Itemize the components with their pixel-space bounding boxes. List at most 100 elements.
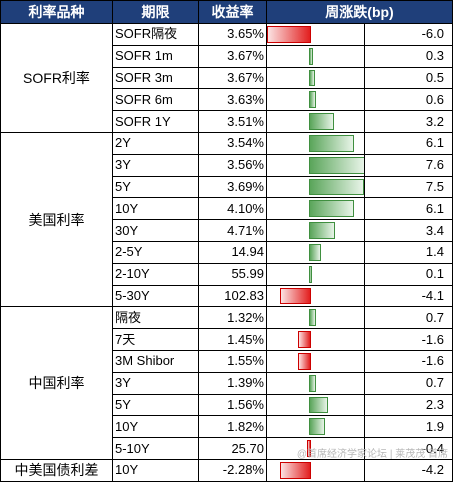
change-value-cell: 0.1 [365,263,453,285]
change-value-cell: 2.3 [365,394,453,416]
change-bar [309,397,327,414]
change-bar [309,113,334,130]
term-cell: SOFR 6m [113,89,199,111]
term-cell: 5-30Y [113,285,199,307]
change-value-cell: 0.3 [365,45,453,67]
group-label: 中国利率 [1,307,113,460]
yield-cell: 3.65% [199,24,267,46]
change-bar [309,309,316,326]
term-cell: 30Y [113,220,199,242]
group-label: 美国利率 [1,132,113,306]
change-bar [280,288,311,305]
term-cell: SOFR 1Y [113,111,199,133]
change-value-cell: 6.1 [365,198,453,220]
change-bar-cell [267,45,365,67]
term-cell: 10Y [113,198,199,220]
term-cell: 3Y [113,154,199,176]
term-cell: 2Y [113,132,199,154]
term-cell: SOFR隔夜 [113,24,199,46]
yield-cell: 1.56% [199,394,267,416]
term-cell: 3M Shibor [113,350,199,372]
change-bar [309,157,364,174]
change-bar-cell [267,285,365,307]
change-value-cell: -4.2 [365,459,453,481]
yield-cell: 1.55% [199,350,267,372]
yield-cell: 3.51% [199,111,267,133]
change-bar-cell [267,263,365,285]
change-bar-cell [267,329,365,351]
change-bar-cell [267,220,365,242]
term-cell: 3Y [113,372,199,394]
change-value-cell: -1.6 [365,350,453,372]
change-bar-cell [267,67,365,89]
header-category: 利率品种 [1,1,113,24]
yield-cell: 1.45% [199,329,267,351]
change-bar-cell [267,416,365,438]
yield-cell: 14.94 [199,241,267,263]
change-bar-cell [267,459,365,481]
change-bar-cell [267,241,365,263]
term-cell: SOFR 1m [113,45,199,67]
header-row: 利率品种 期限 收益率 周涨跌(bp) [1,1,453,24]
yield-cell: 4.10% [199,198,267,220]
change-bar-cell [267,132,365,154]
yield-cell: 3.63% [199,89,267,111]
term-cell: SOFR 3m [113,67,199,89]
yield-cell: 25.70 [199,438,267,460]
yield-cell: 3.67% [199,67,267,89]
yield-cell: 3.56% [199,154,267,176]
change-value-cell: 3.2 [365,111,453,133]
change-value-cell: 6.1 [365,132,453,154]
change-value-cell: -4.1 [365,285,453,307]
change-value-cell: 0.7 [365,372,453,394]
change-bar [309,222,335,239]
change-value-cell: -1.6 [365,329,453,351]
change-bar [309,91,315,108]
watermark: @首席经济学家论坛 | 莱茂茂 首席 [297,445,448,460]
term-cell: 2-5Y [113,241,199,263]
change-bar [309,244,321,261]
term-cell: 5Y [113,176,199,198]
yield-cell: 3.69% [199,176,267,198]
yield-cell: 3.67% [199,45,267,67]
change-bar-cell [267,176,365,198]
change-value-cell: 0.6 [365,89,453,111]
change-bar [309,135,354,152]
term-cell: 隔夜 [113,307,199,329]
header-change: 周涨跌(bp) [267,1,453,24]
yield-cell: 102.83 [199,285,267,307]
change-value-cell: 3.4 [365,220,453,242]
yield-cell: 55.99 [199,263,267,285]
change-bar-cell [267,350,365,372]
change-value-cell: 1.4 [365,241,453,263]
term-cell: 5-10Y [113,438,199,460]
change-bar [309,418,324,435]
term-cell: 7天 [113,329,199,351]
change-value-cell: 7.5 [365,176,453,198]
change-bar [309,70,315,87]
term-cell: 10Y [113,459,199,481]
change-bar [309,266,312,283]
change-bar [267,26,311,43]
term-cell: 5Y [113,394,199,416]
change-bar-cell [267,394,365,416]
change-value-cell: 1.9 [365,416,453,438]
yield-cell: 3.54% [199,132,267,154]
change-bar [309,179,364,196]
yield-cell: 4.71% [199,220,267,242]
change-value-cell: -6.0 [365,24,453,46]
change-value-cell: 0.5 [365,67,453,89]
yield-cell: 1.82% [199,416,267,438]
change-value-cell: 0.7 [365,307,453,329]
change-value-cell: 7.6 [365,154,453,176]
change-bar [309,375,316,392]
change-bar [309,48,313,65]
change-bar-cell [267,89,365,111]
term-cell: 10Y [113,416,199,438]
yield-cell: 1.32% [199,307,267,329]
change-bar [298,331,311,348]
